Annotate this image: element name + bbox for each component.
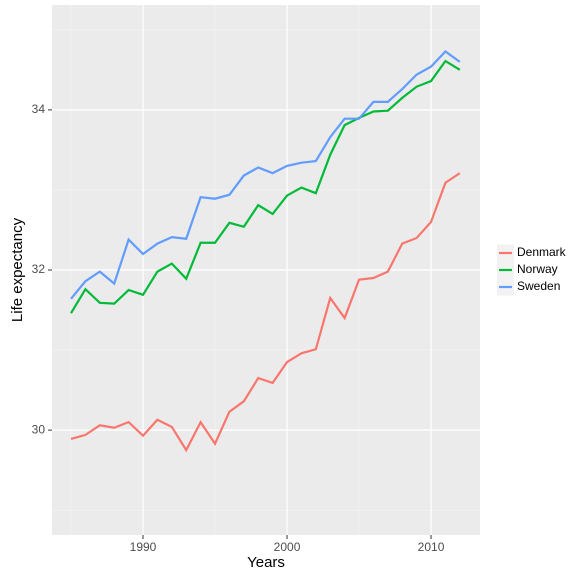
legend-label: Denmark [517, 245, 567, 259]
series-line [70, 59, 461, 314]
series-line [70, 172, 461, 453]
legend-label: Sweden [517, 279, 560, 293]
y-tick-label: 32 [32, 262, 46, 276]
y-tick-label: 30 [32, 422, 46, 436]
y-tick-label: 34 [32, 102, 46, 116]
x-tick-label: 2000 [274, 540, 301, 554]
legend-label: Norway [517, 262, 558, 276]
x-tick-label: 2010 [418, 540, 445, 554]
x-axis-title: Years [247, 554, 285, 571]
series-line [70, 49, 461, 300]
x-tick-label: 1990 [130, 540, 157, 554]
y-axis-title: Life expectancy [9, 217, 26, 322]
